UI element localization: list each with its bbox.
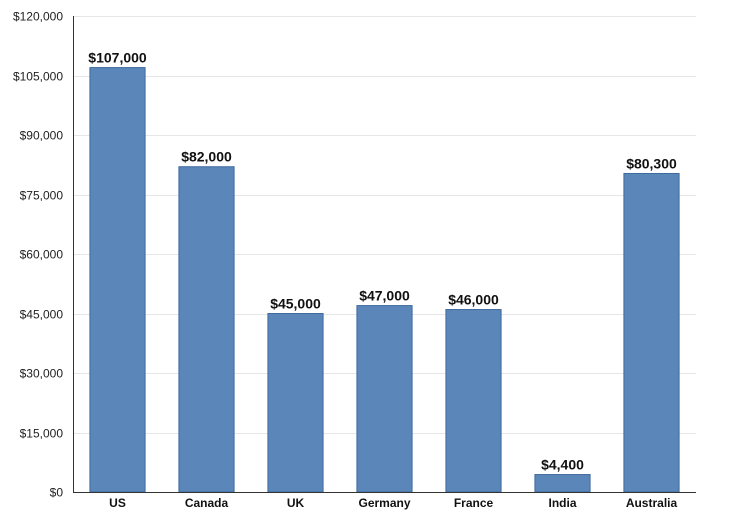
x-category-label: Canada	[185, 496, 229, 510]
x-category-label: France	[454, 496, 494, 510]
bars	[89, 67, 680, 493]
data-label: $45,000	[270, 296, 321, 312]
y-tick-label: $30,000	[20, 367, 64, 381]
bar-germany	[356, 305, 413, 493]
x-category-label: Australia	[626, 496, 678, 510]
data-labels: $107,000 $82,000 $45,000 $47,000 $46,000 $4,4…	[88, 50, 677, 473]
x-category-label: Germany	[358, 496, 410, 510]
y-axis-tick-labels: $0 $15,000 $30,000 $45,000 $60,000 $75,000 $90…	[13, 10, 63, 500]
y-tick-label: $60,000	[20, 248, 64, 262]
bar-canada	[178, 166, 235, 493]
axes	[73, 16, 696, 493]
y-tick-label: $90,000	[20, 129, 64, 143]
data-label: $46,000	[448, 292, 499, 308]
x-category-label: UK	[287, 496, 305, 510]
data-label: $47,000	[359, 288, 410, 304]
bar-india	[534, 474, 591, 493]
bar-uk	[267, 313, 324, 493]
bar-australia	[623, 172, 680, 493]
bar-us	[89, 67, 146, 493]
data-label: $107,000	[88, 50, 147, 66]
y-tick-label: $120,000	[13, 10, 63, 24]
data-label: $82,000	[181, 149, 232, 165]
data-label: $4,400	[541, 457, 584, 473]
x-category-label: US	[109, 496, 126, 510]
y-tick-label: $15,000	[20, 427, 64, 441]
bar-france	[445, 309, 502, 493]
x-category-label: India	[548, 496, 576, 510]
y-tick-label: $75,000	[20, 189, 64, 203]
data-label: $80,300	[626, 155, 677, 171]
y-tick-label: $105,000	[13, 70, 63, 84]
x-axis-category-labels: US Canada UK Germany France India Australia	[109, 496, 677, 510]
y-tick-label: $0	[50, 486, 64, 500]
y-tick-label: $45,000	[20, 308, 64, 322]
